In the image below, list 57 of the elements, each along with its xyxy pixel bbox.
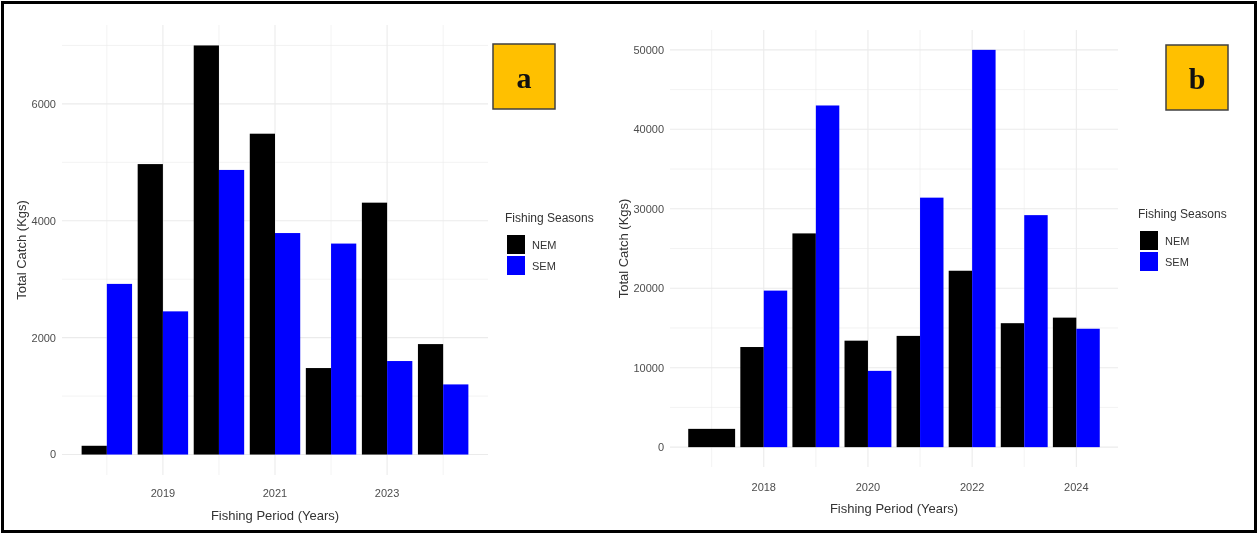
x-tick-label: 2019	[150, 487, 176, 499]
bar	[1000, 323, 1025, 448]
bar	[331, 243, 357, 455]
y-tick-label: 30000	[633, 202, 664, 215]
legend-label: SEM	[1165, 255, 1189, 268]
y-tick-label: 0	[657, 440, 664, 453]
bar	[844, 340, 868, 448]
bar	[972, 49, 996, 448]
legend-label: SEM	[532, 259, 556, 272]
bar	[275, 233, 301, 455]
text: a	[516, 60, 532, 94]
bar	[948, 270, 973, 448]
bar	[1076, 328, 1100, 448]
bar	[1052, 317, 1077, 448]
bar	[792, 233, 816, 448]
y-tick-label: 10000	[633, 361, 664, 374]
y-tick-label: 40000	[633, 123, 664, 136]
y-tick-label: 50000	[633, 43, 664, 56]
bar	[137, 164, 163, 455]
bar	[387, 361, 413, 455]
bar	[81, 445, 107, 455]
y-tick-label: 20000	[633, 282, 664, 295]
legend-title: Fishing Seasons	[1138, 207, 1227, 221]
y-axis-title: Total Catch (Kgs)	[616, 198, 631, 299]
x-tick-label: 2024	[1064, 481, 1089, 493]
legend-title: Fishing Seasons	[505, 211, 594, 225]
bar	[417, 344, 444, 455]
y-tick-label: 6000	[31, 97, 56, 110]
x-tick-label: 2022	[959, 481, 985, 493]
x-tick-label: 2021	[262, 487, 288, 499]
bar	[740, 347, 764, 448]
y-tick-label: 0	[49, 448, 56, 461]
bar	[361, 202, 388, 455]
bar	[763, 290, 788, 448]
x-tick-label: 2020	[855, 481, 881, 493]
y-tick-label: 2000	[31, 331, 56, 344]
bar	[162, 311, 189, 455]
bar	[443, 384, 469, 455]
bar	[218, 169, 245, 455]
x-tick-label: 2018	[751, 481, 777, 493]
x-axis-title: Fishing Period (Years)	[210, 508, 340, 523]
x-tick-label: 2023	[374, 487, 400, 499]
text: b	[1188, 61, 1206, 95]
bar	[193, 45, 219, 455]
y-axis-title: Total Catch (Kgs)	[14, 200, 29, 300]
bar	[305, 368, 332, 455]
x-axis-title: Fishing Period (Years)	[829, 501, 959, 516]
legend-label: NEM	[532, 238, 557, 251]
bar	[920, 197, 944, 448]
bar	[815, 105, 840, 448]
bar	[1024, 215, 1048, 448]
bar	[249, 133, 275, 455]
bar	[896, 335, 921, 448]
legend-label: NEM	[1165, 234, 1190, 247]
bar	[106, 283, 133, 455]
y-tick-label: 4000	[31, 214, 56, 227]
bar	[867, 370, 892, 448]
